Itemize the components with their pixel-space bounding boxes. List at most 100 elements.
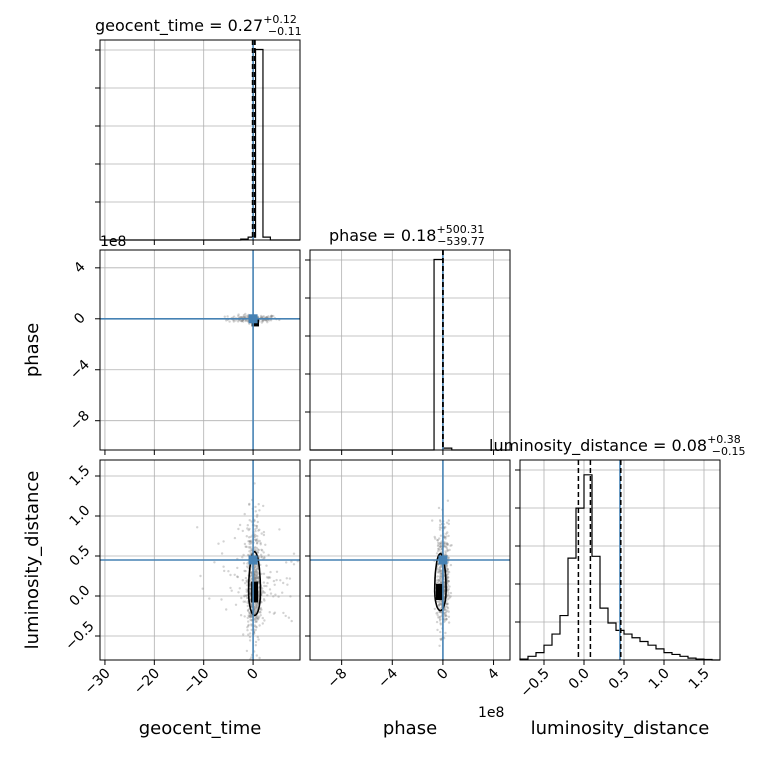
luminosity-distance-vs-phase-sample-point — [450, 544, 453, 547]
luminosity-distance-vs-geocent-time-sample-point — [248, 612, 252, 615]
luminosity-distance-vs-phase-sample-point — [443, 589, 446, 592]
luminosity-distance-vs-phase-sample-point — [440, 581, 443, 584]
luminosity-distance-vs-geocent-time-sample-point — [256, 606, 259, 609]
luminosity-distance-vs-geocent-time-sample-point — [267, 553, 270, 557]
luminosity-distance-vs-geocent-time-sample-point — [257, 503, 260, 506]
luminosity-distance-vs-geocent-time-sample-point — [254, 573, 258, 576]
luminosity-distance-vs-geocent-time-sample-point — [208, 597, 211, 600]
luminosity-distance-vs-geocent-time-sample-point — [247, 614, 250, 617]
luminosity-distance-vs-geocent-time-sample-point — [255, 607, 258, 610]
luminosity-distance-vs-geocent-time-sample-point — [257, 548, 261, 552]
luminosity-distance-vs-geocent-time-sample-point — [217, 542, 220, 545]
luminosity-distance-vs-phase-sample-point — [444, 545, 447, 548]
luminosity-distance-vs-phase-sample-point — [446, 579, 449, 582]
luminosity-distance-vs-geocent-time-sample-point — [245, 545, 248, 548]
luminosity-distance-vs-phase-sample-point — [436, 578, 439, 581]
luminosity-distance-vs-geocent-time-sample-point — [245, 588, 248, 591]
luminosity-distance-vs-geocent-time-sample-point — [263, 599, 266, 602]
phase-vs-geocent-time-sample-point — [265, 315, 268, 319]
luminosity-distance-vs-phase-sample-point — [440, 574, 443, 577]
luminosity-distance-vs-phase-sample-point — [438, 565, 442, 569]
luminosity-distance-vs-geocent-time-sample-point — [242, 553, 245, 557]
luminosity-distance-vs-geocent-time-sample-point — [248, 519, 251, 522]
luminosity-distance-vs-phase-sample-point — [443, 608, 446, 611]
luminosity-distance-vs-phase-sample-point — [446, 543, 449, 546]
luminosity-distance-vs-geocent-time-sample-point — [255, 603, 258, 607]
luminosity-distance-vs-phase-sample-point — [446, 609, 449, 612]
phase-vs-geocent-time-ytick-label: 4 — [71, 259, 89, 277]
title-luminosity-distance-minus: −0.15 — [712, 445, 746, 458]
luminosity-distance-vs-geocent-time-sample-point — [257, 594, 261, 598]
luminosity-distance-vs-geocent-time-sample-point — [260, 555, 263, 558]
luminosity-distance-vs-geocent-time-sample-point — [243, 542, 247, 546]
luminosity-distance-vs-geocent-time-sample-point — [262, 533, 266, 537]
luminosity-distance-vs-phase-sample-point — [436, 628, 439, 632]
luminosity-distance-vs-geocent-time-sample-point — [262, 598, 266, 601]
luminosity-distance-vs-geocent-time-sample-point — [253, 567, 256, 571]
luminosity-distance-vs-geocent-time-sample-point — [255, 570, 258, 573]
luminosity-distance-vs-geocent-time-sample-point — [262, 530, 266, 534]
luminosity-distance-vs-phase-sample-point — [449, 563, 453, 567]
panel-luminosity-distance-vs-phase: −8 −4 0 4 — [305, 459, 511, 691]
luminosity-distance-vs-geocent-time-sample-point — [259, 614, 262, 617]
luminosity-distance-vs-geocent-time-sample-point — [257, 586, 261, 589]
luminosity-distance-vs-geocent-time-sample-point — [260, 548, 263, 551]
luminosity-distance-vs-geocent-time-sample-point — [254, 577, 257, 580]
title-luminosity-distance: luminosity_distance = 0.08+0.38 −0.15 — [489, 433, 746, 458]
luminosity-distance-vs-phase-sample-point — [446, 605, 449, 609]
luminosity-distance-vs-geocent-time-sample-point — [254, 605, 257, 608]
luminosity-distance-vs-geocent-time-sample-point — [249, 592, 252, 595]
phase-vs-geocent-time-sample-point — [240, 316, 244, 319]
luminosity-distance-vs-geocent-time-sample-point — [222, 565, 225, 568]
luminosity-distance-vs-phase-sample-point — [446, 567, 449, 570]
phase-vs-geocent-time-sample-point — [243, 315, 246, 319]
phase-vs-geocent-time-sample-point — [261, 319, 264, 323]
luminosity-distance-vs-geocent-time-sample-point — [282, 581, 285, 585]
luminosity-distance-vs-geocent-time-sample-point — [236, 566, 239, 570]
luminosity-distance-vs-phase-sample-point — [439, 534, 443, 537]
luminosity-distance-vs-geocent-time-sample-point — [254, 620, 257, 624]
phase-vs-geocent-time-sample-point — [237, 319, 241, 322]
luminosity-distance-vs-geocent-time-sample-point — [242, 633, 245, 636]
luminosity-distance-vs-geocent-time-sample-point — [255, 609, 258, 612]
luminosity-distance-vs-phase-sample-point — [444, 550, 447, 553]
luminosity-distance-vs-geocent-time-sample-point — [255, 515, 259, 518]
luminosity-distance-vs-phase-sample-point — [437, 603, 441, 606]
phase-vs-geocent-time-sample-point — [240, 319, 243, 323]
luminosity-distance-vs-geocent-time-sample-point — [245, 649, 249, 653]
luminosity-distance-vs-geocent-time-sample-point — [249, 616, 253, 619]
luminosity-distance-vs-geocent-time-sample-point — [253, 618, 256, 621]
phase-vs-geocent-time-sample-point — [242, 320, 245, 323]
luminosity-distance-vs-phase-sample-point — [438, 519, 442, 522]
luminosity-distance-vs-geocent-time-sample-point — [255, 526, 258, 530]
luminosity-distance-vs-phase-sample-point — [437, 570, 440, 573]
luminosity-distance-vs-phase-sample-point — [440, 581, 443, 585]
luminosity-distance-vs-geocent-time-sample-point — [196, 526, 199, 529]
luminosity-distance-vs-phase-sample-point — [439, 545, 442, 548]
luminosity-distance-vs-geocent-time-sample-point — [250, 656, 253, 659]
luminosity-distance-vs-phase-sample-point — [437, 579, 441, 582]
luminosity-distance-vs-geocent-time-ytick-label: −0.5 — [62, 618, 97, 653]
luminosity-distance-vs-geocent-time-sample-point — [248, 540, 252, 543]
luminosity-distance-vs-phase-sample-point — [444, 612, 447, 615]
luminosity-distance-vs-geocent-time-sample-point — [245, 565, 249, 568]
luminosity-distance-vs-geocent-time-sample-point — [274, 593, 277, 596]
luminosity-distance-vs-geocent-time-sample-point — [254, 628, 257, 632]
title-geocent-time-median: 0.27 — [228, 16, 264, 35]
luminosity-distance-vs-geocent-time-sample-point — [220, 598, 223, 601]
phase-vs-geocent-time-sample-point — [237, 313, 240, 316]
luminosity-distance-vs-geocent-time-sample-point — [254, 576, 257, 580]
luminosity-distance-vs-geocent-time-sample-point — [245, 594, 248, 597]
luminosity-distance-vs-phase-sample-point — [447, 522, 450, 526]
luminosity-distance-vs-geocent-time-sample-point — [225, 608, 228, 611]
luminosity-distance-vs-phase-sample-point — [439, 615, 442, 618]
luminosity-distance-vs-phase-sample-point — [439, 637, 442, 641]
luminosity-distance-vs-geocent-time-sample-point — [254, 616, 257, 620]
panel-hist-phase — [305, 249, 511, 455]
luminosity-distance-vs-phase-sample-point — [436, 614, 439, 617]
luminosity-distance-vs-geocent-time-sample-point — [247, 609, 250, 613]
phase-vs-geocent-time-sample-point — [260, 321, 264, 324]
luminosity-distance-vs-phase-sample-point — [437, 541, 440, 544]
offset-label-phase-x: 1e8 — [478, 705, 504, 721]
